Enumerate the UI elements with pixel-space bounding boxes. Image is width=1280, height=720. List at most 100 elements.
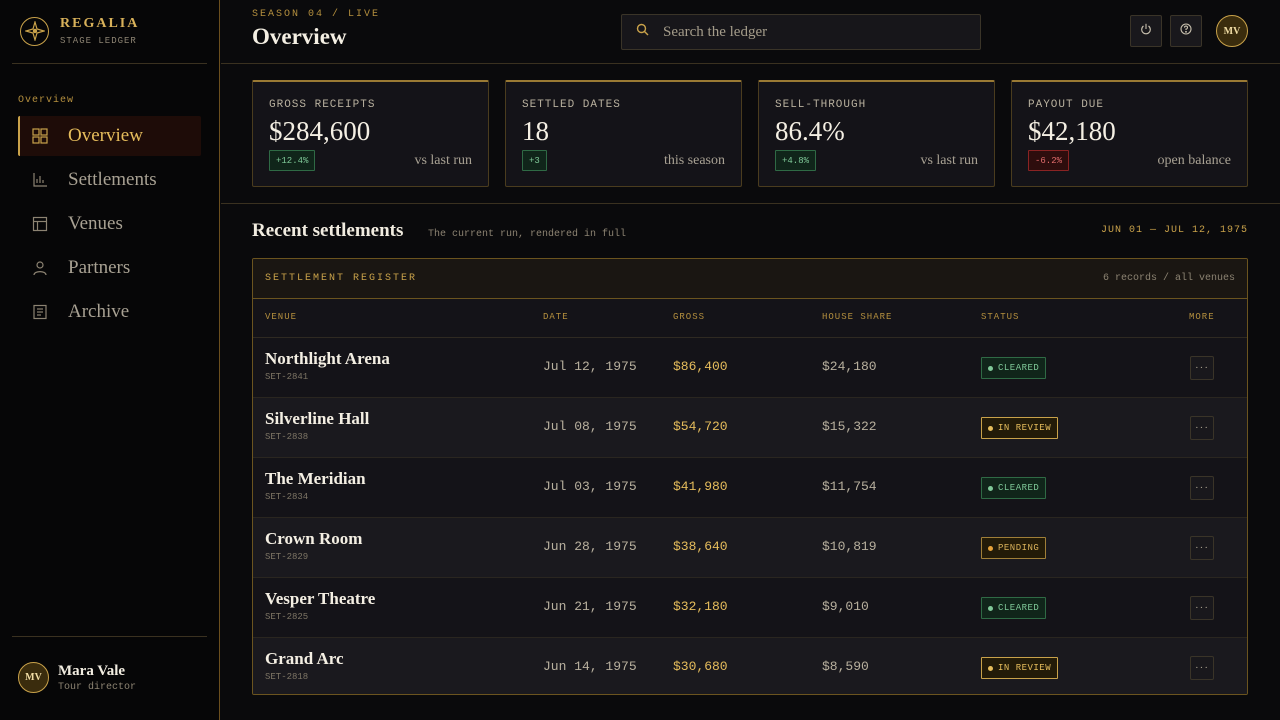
sidebar-item-label: Archive [68, 301, 130, 322]
kpi-value: $42,180 [1028, 116, 1116, 146]
user-profile[interactable]: MV Mara Vale Tour director [18, 662, 136, 693]
more-button[interactable]: ··· [1190, 416, 1214, 440]
more-button[interactable]: ··· [1190, 476, 1214, 500]
ellipsis-icon: ··· [1195, 602, 1209, 614]
kpi-value: 86.4% [775, 116, 845, 146]
gross-amount: $32,180 [673, 599, 728, 614]
sidebar-item-settlements[interactable]: Settlements [18, 160, 201, 200]
table-row[interactable]: Grand Arc SET-2818 Jun 14, 1975 $30,680 … [253, 638, 1247, 694]
more-button[interactable]: ··· [1190, 656, 1214, 680]
season-eyebrow: SEASON 04 / LIVE [252, 9, 381, 20]
table-row[interactable]: Silverline Hall SET-2838 Jul 08, 1975 $5… [253, 398, 1247, 458]
venue-name: Northlight Arena [265, 349, 390, 368]
column-header-more: MORE [1189, 312, 1215, 322]
sidebar-section-label: Overview [18, 95, 75, 106]
house-share: $9,010 [822, 599, 869, 614]
status-label: CLEARED [998, 603, 1040, 613]
status-label: PENDING [998, 543, 1040, 553]
column-header-date[interactable]: DATE [543, 312, 569, 322]
section-title: Recent settlements [252, 220, 404, 241]
more-button[interactable]: ··· [1190, 596, 1214, 620]
kpi-card-gross-receipts: GROSS RECEIPTS $284,600 +12.4% vs last r… [252, 80, 489, 187]
sidebar-item-label: Partners [68, 257, 131, 278]
column-header-gross[interactable]: GROSS [673, 312, 706, 322]
status-dot-icon [988, 425, 993, 431]
ellipsis-icon: ··· [1195, 422, 1209, 434]
sidebar-item-partners[interactable]: Partners [18, 248, 201, 288]
kpi-label: SELL-THROUGH [775, 99, 867, 111]
kpi-delta-badge: +12.4% [269, 150, 316, 171]
more-button[interactable]: ··· [1190, 536, 1214, 560]
ellipsis-icon: ··· [1195, 482, 1209, 494]
search-bar[interactable] [621, 14, 981, 50]
help-icon [1180, 22, 1192, 40]
table-row[interactable]: The Meridian SET-2834 Jul 03, 1975 $41,9… [253, 458, 1247, 518]
date-range: JUN 01 — JUL 12, 1975 [1100, 225, 1248, 236]
sidebar-item-archive[interactable]: Archive [18, 292, 201, 332]
status-badge: IN REVIEW [981, 657, 1059, 679]
brand-subtitle: STAGE LEDGER [60, 36, 137, 46]
user-role: Tour director [58, 681, 137, 693]
settlement-id: SET-2841 [265, 372, 309, 382]
kpi-value: 18 [522, 116, 549, 146]
sidebar-item-label: Settlements [68, 169, 157, 190]
kpi-card-sell-through: SELL-THROUGH 86.4% +4.8% vs last run [758, 80, 995, 187]
header-avatar[interactable]: MV [1216, 15, 1248, 47]
status-dot-icon [988, 485, 993, 491]
header: SEASON 04 / LIVE Overview [221, 0, 1280, 64]
sidebar: REGALIA STAGE LEDGER Overview Overview [0, 0, 220, 720]
table-row[interactable]: Northlight Arena SET-2841 Jul 12, 1975 $… [253, 338, 1247, 398]
settlement-id: SET-2838 [265, 432, 309, 442]
venue-name: Vesper Theatre [265, 589, 376, 608]
column-header-venue[interactable]: VENUE [265, 312, 298, 322]
status-badge: CLEARED [981, 477, 1047, 499]
settlement-id: SET-2825 [265, 612, 309, 622]
settlement-date: Jun 21, 1975 [543, 599, 637, 614]
status-dot-icon [988, 665, 993, 671]
settlement-date: Jul 12, 1975 [543, 359, 637, 374]
person-icon [32, 260, 48, 276]
bar-chart-icon [32, 172, 48, 188]
sidebar-item-overview[interactable]: Overview [18, 116, 201, 156]
table-row[interactable]: Vesper Theatre SET-2825 Jun 21, 1975 $32… [253, 578, 1247, 638]
column-headers: VENUE DATE GROSS HOUSE SHARE STATUS MORE [253, 299, 1247, 338]
venue-name: Grand Arc [265, 649, 344, 668]
gross-amount: $54,720 [673, 419, 728, 434]
brand-name: REGALIA [60, 16, 140, 31]
status-dot-icon [988, 365, 993, 371]
kpi-value: $284,600 [269, 116, 371, 146]
gross-amount: $86,400 [673, 359, 728, 374]
status-dot-icon [988, 545, 993, 551]
user-name: Mara Vale [58, 662, 126, 679]
status-badge: IN REVIEW [981, 417, 1059, 439]
gross-amount: $41,980 [673, 479, 728, 494]
kpi-label: GROSS RECEIPTS [269, 99, 376, 111]
status-label: CLEARED [998, 363, 1040, 373]
power-button[interactable] [1130, 15, 1162, 47]
layout-icon [32, 216, 48, 232]
search-input[interactable] [663, 23, 953, 41]
kpi-card-payout-due: PAYOUT DUE $42,180 -6.2% open balance [1011, 80, 1248, 187]
help-button[interactable] [1170, 15, 1202, 47]
table-row[interactable]: Crown Room SET-2829 Jun 28, 1975 $38,640… [253, 518, 1247, 578]
column-header-house-share[interactable]: HOUSE SHARE [822, 312, 893, 322]
settlement-date: Jul 03, 1975 [543, 479, 637, 494]
kpi-card-settled-dates: SETTLED DATES 18 +3 this season [505, 80, 742, 187]
sidebar-nav: Overview Settlements Venues [18, 116, 201, 336]
avatar: MV [18, 662, 49, 693]
sidebar-item-venues[interactable]: Venues [18, 204, 201, 244]
table-body: Northlight Arena SET-2841 Jul 12, 1975 $… [253, 338, 1247, 694]
column-header-status[interactable]: STATUS [981, 312, 1020, 322]
brand[interactable]: REGALIA STAGE LEDGER [20, 16, 139, 46]
more-button[interactable]: ··· [1190, 356, 1214, 380]
grid-icon [32, 128, 48, 144]
house-share: $10,819 [822, 539, 877, 554]
sidebar-divider [12, 636, 207, 637]
kpi-note: this season [663, 153, 725, 168]
house-share: $24,180 [822, 359, 877, 374]
venue-name: Silverline Hall [265, 409, 370, 428]
table-meta: 6 records / all venues [1102, 273, 1235, 284]
kpi-delta-badge: +3 [522, 150, 547, 171]
settlement-id: SET-2818 [265, 672, 309, 682]
